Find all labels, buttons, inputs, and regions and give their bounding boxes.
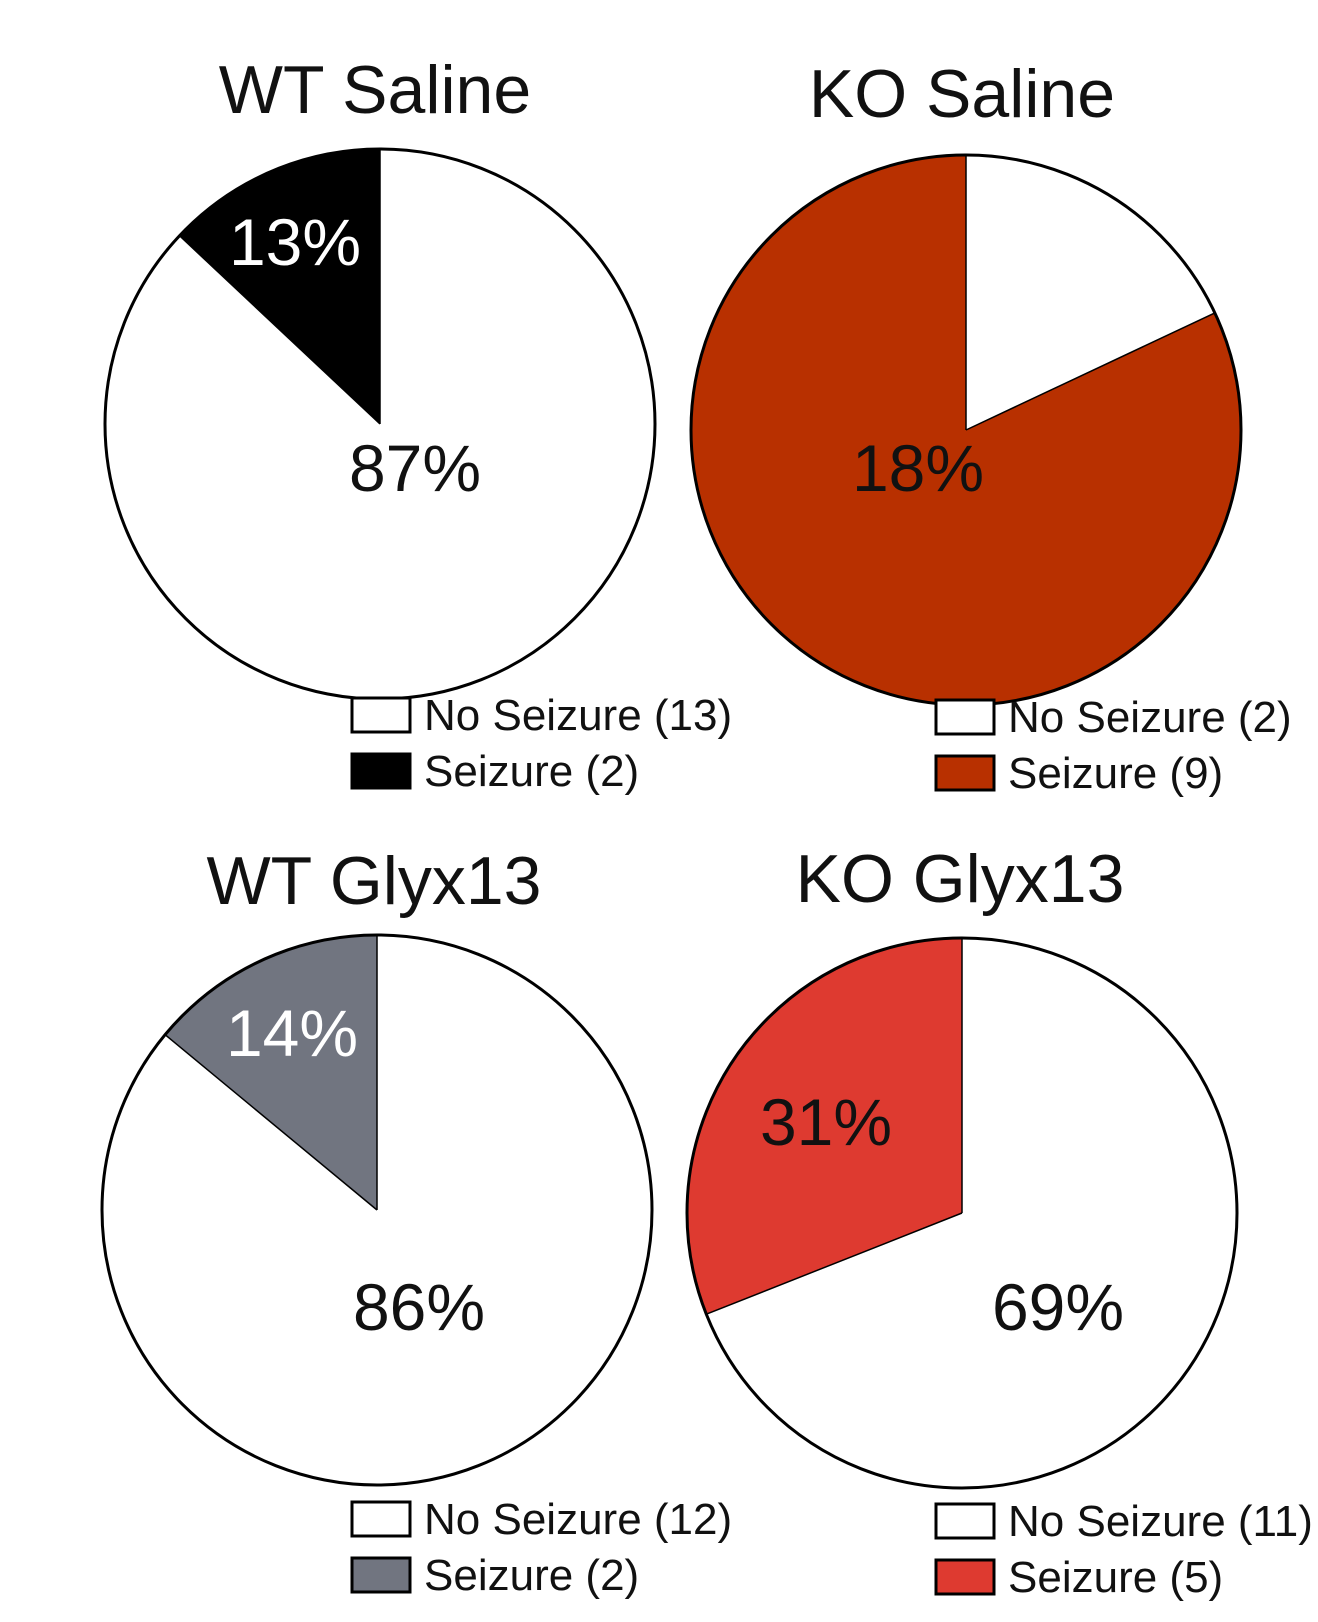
pie-slice-divider [179,235,381,425]
pie-title: KO Saline [809,56,1115,132]
no-seizure-percent-label: 69% [992,1270,1124,1344]
no-seizure-percent-label: 86% [353,1270,485,1344]
legend-label: No Seizure (2) [1008,693,1292,742]
legend-label: Seizure (2) [424,747,639,796]
legend-swatch [350,752,412,790]
pie-panel: KO Glyx13 69% 31% No Seizure (11) Seizure (5… [685,841,1313,1602]
pie-slice-divider [965,312,1216,431]
pie-title: WT Glyx13 [206,843,541,919]
pie-panel: WT Glyx13 86% 14% No Seizure (12) Seizure (2… [100,843,732,1600]
seizure-percent-label: 13% [229,205,361,279]
legend-label: Seizure (2) [424,1551,639,1600]
pie-slice-seizure [165,935,377,1210]
pie-slice-no-seizure [966,155,1215,430]
legend-label: No Seizure (13) [424,691,732,740]
pie-panel: WT Saline 87% 13% No Seizure (13) Seizure (2… [103,52,732,796]
legend-label: Seizure (5) [1008,1553,1223,1602]
legend-swatch [934,1558,996,1596]
pie-slice-divider [706,1212,963,1315]
legend-label: No Seizure (11) [1008,1497,1313,1546]
legend-swatch [350,1500,412,1538]
pie-slice-no-seizure [104,149,656,700]
no-seizure-percent-label: 18% [852,431,984,505]
legend-label: No Seizure (12) [424,1495,732,1544]
legend-label: Seizure (9) [1008,749,1223,798]
seizure-percent-label: 31% [760,1085,892,1159]
pie-slice-seizure [179,149,380,424]
pie-title: WT Saline [219,52,531,128]
pie-panel: KO Saline 18% 82% No Seizure (2) Seizure (9) [689,56,1292,798]
legend-swatch [350,696,412,734]
pie-title: KO Glyx13 [796,841,1125,917]
pie-outline [685,936,1239,1490]
seizure-percent-label: 14% [226,996,358,1070]
no-seizure-percent-label: 87% [349,431,481,505]
pie-slice-no-seizure [706,938,1238,1488]
seizure-percent-label: 82% [994,219,1126,293]
pie-outline [100,933,654,1487]
legend-swatch [934,698,996,736]
legend-swatch [350,1556,412,1594]
legend-swatch [934,1502,996,1540]
pie-slice-divider [164,1034,378,1211]
legend-swatch [934,754,996,792]
